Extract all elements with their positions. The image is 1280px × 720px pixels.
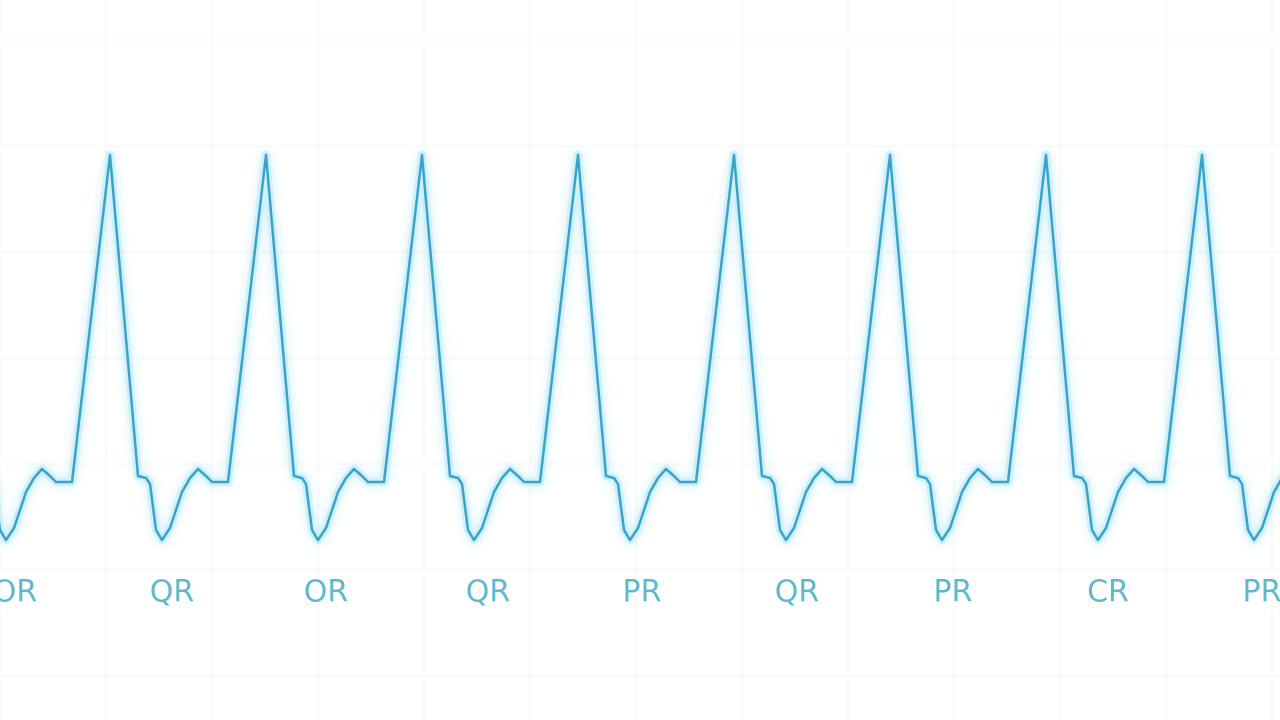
wave-label: PR <box>934 575 973 610</box>
labels: OR QR OR QR PR QR PR CR PR <box>0 575 1280 610</box>
wave-label: QR <box>775 575 819 610</box>
wave-label: PR <box>1243 575 1280 610</box>
wave-label: QR <box>466 575 510 610</box>
wave-label: PR <box>623 575 662 610</box>
waveform <box>0 153 1280 542</box>
wave-label: OR <box>304 575 348 610</box>
wave-label: OR <box>0 575 37 610</box>
wave-label: CR <box>1087 575 1129 610</box>
wave-label: QR <box>150 575 194 610</box>
